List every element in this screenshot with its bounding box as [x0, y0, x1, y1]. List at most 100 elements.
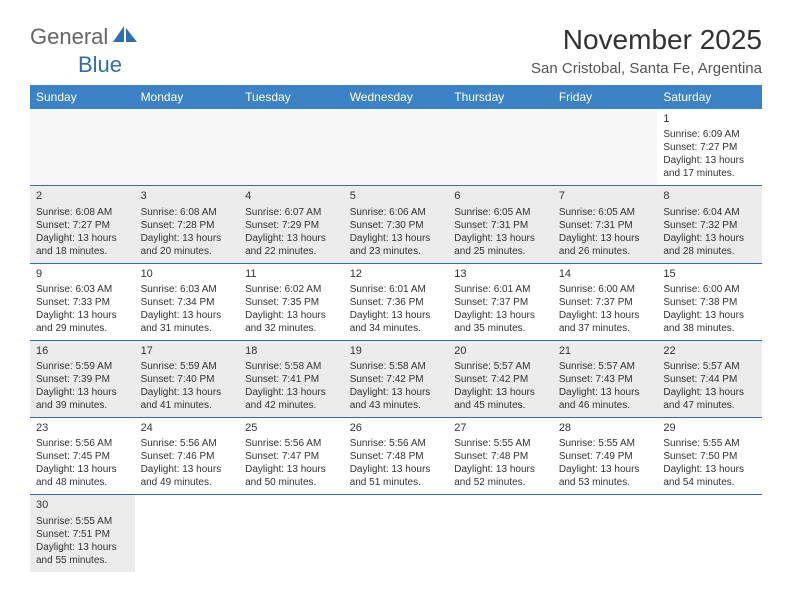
dayhead-sun: Sunday [30, 85, 135, 109]
title-area: November 2025 San Cristobal, Santa Fe, A… [531, 24, 762, 77]
sunrise-text: Sunrise: 6:01 AM [454, 283, 547, 296]
calendar-cell: 27Sunrise: 5:55 AMSunset: 7:48 PMDayligh… [448, 418, 553, 495]
day-number: 28 [559, 421, 652, 435]
sunrise-text: Sunrise: 6:05 AM [559, 206, 652, 219]
daylight-text: Daylight: 13 hours and 54 minutes. [663, 463, 756, 489]
day-number: 4 [245, 189, 338, 203]
calendar-cell [30, 109, 135, 186]
daylight-text: Daylight: 13 hours and 32 minutes. [245, 309, 338, 335]
sunrise-text: Sunrise: 5:59 AM [141, 360, 234, 373]
sunrise-text: Sunrise: 6:07 AM [245, 206, 338, 219]
calendar-cell: 2Sunrise: 6:08 AMSunset: 7:27 PMDaylight… [30, 186, 135, 263]
sunset-text: Sunset: 7:27 PM [663, 141, 756, 154]
sunset-text: Sunset: 7:42 PM [350, 373, 443, 386]
calendar-cell: 16Sunrise: 5:59 AMSunset: 7:39 PMDayligh… [30, 340, 135, 417]
dayhead-tue: Tuesday [239, 85, 344, 109]
sunset-text: Sunset: 7:34 PM [141, 296, 234, 309]
calendar-cell [448, 495, 553, 572]
sunset-text: Sunset: 7:37 PM [559, 296, 652, 309]
sunrise-text: Sunrise: 6:00 AM [663, 283, 756, 296]
sunset-text: Sunset: 7:27 PM [36, 219, 129, 232]
day-number: 29 [663, 421, 756, 435]
sunset-text: Sunset: 7:29 PM [245, 219, 338, 232]
dayhead-thu: Thursday [448, 85, 553, 109]
calendar-cell [239, 109, 344, 186]
calendar-cell: 17Sunrise: 5:59 AMSunset: 7:40 PMDayligh… [135, 340, 240, 417]
calendar-cell: 19Sunrise: 5:58 AMSunset: 7:42 PMDayligh… [344, 340, 449, 417]
sunrise-text: Sunrise: 5:55 AM [559, 437, 652, 450]
daylight-text: Daylight: 13 hours and 18 minutes. [36, 232, 129, 258]
dayhead-mon: Monday [135, 85, 240, 109]
calendar-row: 16Sunrise: 5:59 AMSunset: 7:39 PMDayligh… [30, 340, 762, 417]
sunset-text: Sunset: 7:43 PM [559, 373, 652, 386]
sunset-text: Sunset: 7:28 PM [141, 219, 234, 232]
calendar-row: 9Sunrise: 6:03 AMSunset: 7:33 PMDaylight… [30, 263, 762, 340]
daylight-text: Daylight: 13 hours and 52 minutes. [454, 463, 547, 489]
calendar-cell: 29Sunrise: 5:55 AMSunset: 7:50 PMDayligh… [657, 418, 762, 495]
calendar-cell [553, 495, 658, 572]
sunrise-text: Sunrise: 5:59 AM [36, 360, 129, 373]
sunset-text: Sunset: 7:41 PM [245, 373, 338, 386]
daylight-text: Daylight: 13 hours and 55 minutes. [36, 541, 129, 567]
sunrise-text: Sunrise: 5:56 AM [245, 437, 338, 450]
sunrise-text: Sunrise: 5:55 AM [663, 437, 756, 450]
sunset-text: Sunset: 7:45 PM [36, 450, 129, 463]
calendar-cell [657, 495, 762, 572]
sunrise-text: Sunrise: 5:56 AM [350, 437, 443, 450]
day-number: 21 [559, 344, 652, 358]
sunset-text: Sunset: 7:44 PM [663, 373, 756, 386]
calendar-cell [553, 109, 658, 186]
calendar-cell: 21Sunrise: 5:57 AMSunset: 7:43 PMDayligh… [553, 340, 658, 417]
day-number: 6 [454, 189, 547, 203]
calendar-cell: 8Sunrise: 6:04 AMSunset: 7:32 PMDaylight… [657, 186, 762, 263]
calendar-cell: 24Sunrise: 5:56 AMSunset: 7:46 PMDayligh… [135, 418, 240, 495]
logo-text1: General [30, 24, 108, 50]
sunrise-text: Sunrise: 5:55 AM [454, 437, 547, 450]
sunrise-text: Sunrise: 6:06 AM [350, 206, 443, 219]
day-number: 5 [350, 189, 443, 203]
daylight-text: Daylight: 13 hours and 47 minutes. [663, 386, 756, 412]
daylight-text: Daylight: 13 hours and 31 minutes. [141, 309, 234, 335]
sunrise-text: Sunrise: 6:08 AM [36, 206, 129, 219]
sunrise-text: Sunrise: 6:02 AM [245, 283, 338, 296]
day-number: 17 [141, 344, 234, 358]
daylight-text: Daylight: 13 hours and 20 minutes. [141, 232, 234, 258]
sunrise-text: Sunrise: 5:56 AM [36, 437, 129, 450]
sunrise-text: Sunrise: 6:05 AM [454, 206, 547, 219]
calendar-cell: 6 Sunrise: 6:05 AMSunset: 7:31 PMDaylight… [448, 186, 553, 263]
day-number: 22 [663, 344, 756, 358]
day-number: 15 [663, 267, 756, 281]
sunrise-text: Sunrise: 6:08 AM [141, 206, 234, 219]
logo: General [30, 24, 138, 50]
calendar-cell: 18Sunrise: 5:58 AMSunset: 7:41 PMDayligh… [239, 340, 344, 417]
sunrise-text: Sunrise: 5:58 AM [350, 360, 443, 373]
day-number: 12 [350, 267, 443, 281]
calendar-cell: 22Sunrise: 5:57 AMSunset: 7:44 PMDayligh… [657, 340, 762, 417]
header: General November 2025 San Cristobal, San… [30, 24, 762, 77]
daylight-text: Daylight: 13 hours and 37 minutes. [559, 309, 652, 335]
calendar-body: 1Sunrise: 6:09 AMSunset: 7:27 PMDaylight… [30, 109, 762, 572]
day-number: 13 [454, 267, 547, 281]
calendar-cell: 25Sunrise: 5:56 AMSunset: 7:47 PMDayligh… [239, 418, 344, 495]
calendar-row: 30Sunrise: 5:55 AMSunset: 7:51 PMDayligh… [30, 495, 762, 572]
sunrise-text: Sunrise: 6:03 AM [36, 283, 129, 296]
daylight-text: Daylight: 13 hours and 35 minutes. [454, 309, 547, 335]
calendar-cell: 1Sunrise: 6:09 AMSunset: 7:27 PMDaylight… [657, 109, 762, 186]
day-number: 7 [559, 189, 652, 203]
sunset-text: Sunset: 7:39 PM [36, 373, 129, 386]
dayhead-fri: Friday [553, 85, 658, 109]
sunset-text: Sunset: 7:31 PM [559, 219, 652, 232]
calendar-cell: 11Sunrise: 6:02 AMSunset: 7:35 PMDayligh… [239, 263, 344, 340]
sunset-text: Sunset: 7:47 PM [245, 450, 338, 463]
sunrise-text: Sunrise: 5:55 AM [36, 515, 129, 528]
dayhead-wed: Wednesday [344, 85, 449, 109]
day-number: 25 [245, 421, 338, 435]
sunset-text: Sunset: 7:31 PM [454, 219, 547, 232]
sunrise-text: Sunrise: 6:03 AM [141, 283, 234, 296]
daylight-text: Daylight: 13 hours and 26 minutes. [559, 232, 652, 258]
calendar-cell: 30Sunrise: 5:55 AMSunset: 7:51 PMDayligh… [30, 495, 135, 572]
day-number: 16 [36, 344, 129, 358]
sunset-text: Sunset: 7:30 PM [350, 219, 443, 232]
daylight-text: Daylight: 13 hours and 38 minutes. [663, 309, 756, 335]
daylight-text: Daylight: 13 hours and 25 minutes. [454, 232, 547, 258]
